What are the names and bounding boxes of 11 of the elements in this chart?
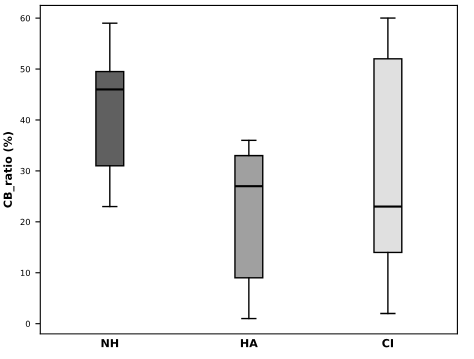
y-axis-title: CB_ratio (%)	[3, 132, 14, 208]
x-tick-label: NH	[102, 339, 118, 348]
y-tick-label: 0	[26, 320, 30, 327]
x-tick-label: CI	[382, 338, 394, 348]
y-tick-label: 30	[20, 168, 30, 174]
y-tick-label: 50	[20, 66, 30, 72]
y-tick-label: 40	[20, 116, 30, 124]
x-tick-label: HA	[240, 339, 258, 348]
y-tick-label: 10	[20, 270, 30, 276]
y-tick-label: 20	[20, 218, 30, 226]
y-tick-label: 60	[20, 15, 30, 22]
